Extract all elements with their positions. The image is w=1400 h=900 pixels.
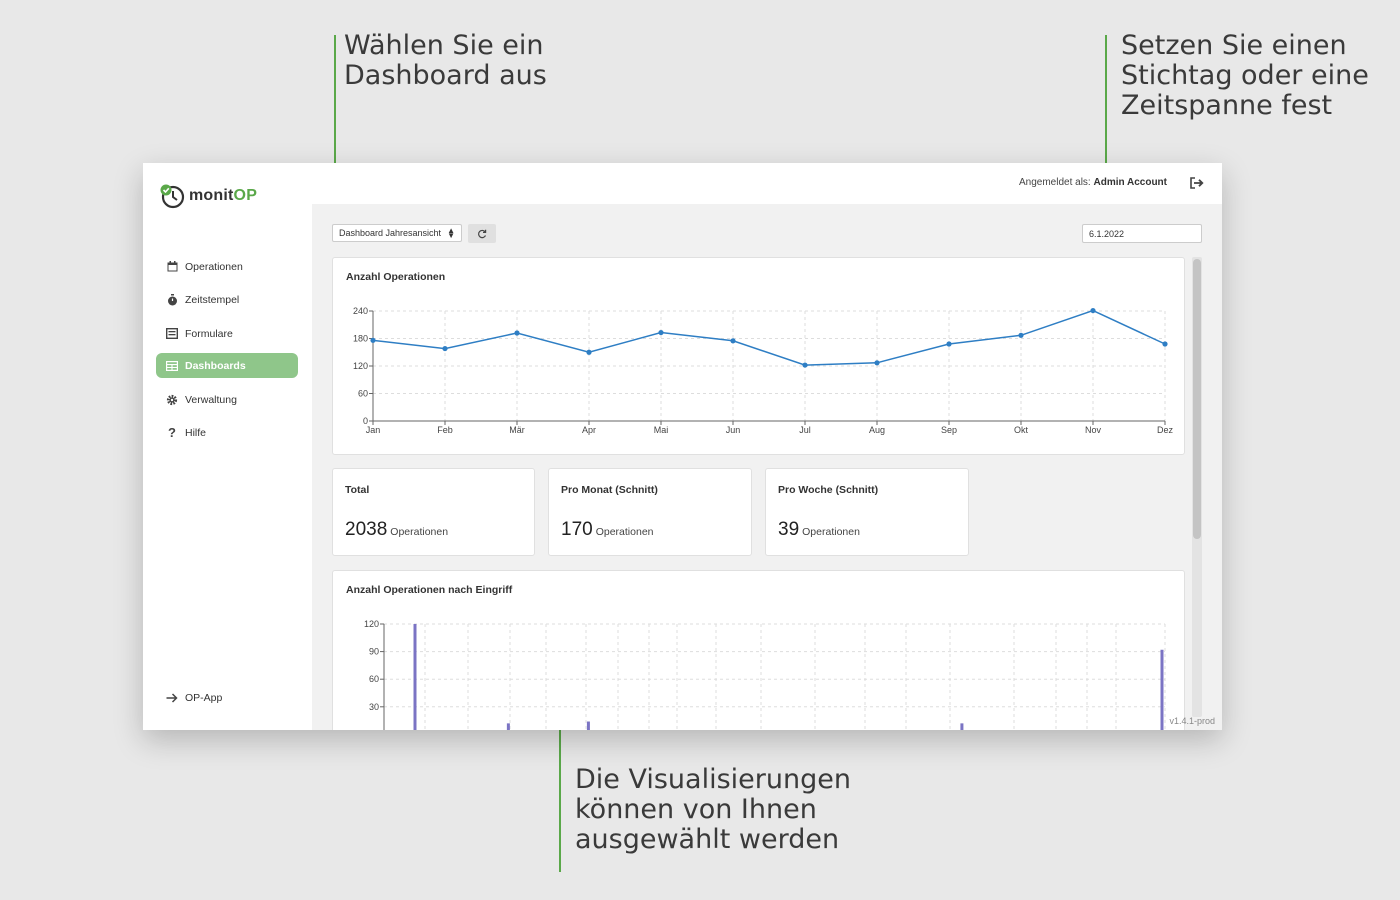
date-input[interactable]: 6.1.2022 xyxy=(1082,224,1202,243)
clock-check-icon xyxy=(160,184,185,209)
x-tick-label: Okt xyxy=(1014,425,1029,435)
table-icon xyxy=(165,359,179,373)
y-tick-label: 180 xyxy=(353,334,368,344)
bar xyxy=(506,723,510,730)
sidebar-item-label: OP-App xyxy=(185,691,223,704)
data-point xyxy=(1162,341,1168,347)
app-window: monitOP Operationen Zeitstempel Formular… xyxy=(143,163,1222,730)
stat-title: Total xyxy=(345,484,370,496)
sidebar-item-hilfe[interactable]: ? Hilfe xyxy=(156,420,298,445)
y-tick-label: 90 xyxy=(369,647,379,657)
callout-line-date xyxy=(1105,35,1107,227)
x-tick-label: Mär xyxy=(509,425,525,435)
gear-icon xyxy=(165,393,179,407)
x-tick-label: Apr xyxy=(582,425,596,435)
line-chart: 0 60 120 180 240 Jan Feb Mär Apr Mai Jun Jul Aug Sep O… xyxy=(353,306,1174,435)
date-input-value: 6.1.2022 xyxy=(1089,228,1125,239)
bar xyxy=(960,723,964,730)
logout-button[interactable] xyxy=(1190,176,1204,194)
refresh-button[interactable] xyxy=(468,224,496,243)
dashboard-select[interactable]: Dashboard Jahresansicht ▲ ▼ xyxy=(332,224,462,242)
data-point xyxy=(586,349,592,355)
stat-title: Pro Woche (Schnitt) xyxy=(778,484,879,496)
top-bar: Angemeldet als: Admin Account xyxy=(312,163,1222,204)
y-tick-label: 60 xyxy=(369,674,379,684)
form-icon xyxy=(165,327,179,341)
sidebar-item-verwaltung[interactable]: Verwaltung xyxy=(156,387,298,412)
data-point xyxy=(370,337,376,343)
chart-card-operations: Anzahl Operationen 0 60 120 180 240 Jan Feb Mär… xyxy=(332,257,1185,455)
sidebar-item-zeitstempel[interactable]: Zeitstempel xyxy=(156,287,298,312)
data-point xyxy=(874,360,880,366)
sidebar-item-operationen[interactable]: Operationen xyxy=(156,254,298,279)
data-point xyxy=(658,329,664,336)
sidebar-item-op-app[interactable]: OP-App xyxy=(156,685,298,710)
callout-date: Setzen Sie einen Stichtag oder eine Zeit… xyxy=(1121,30,1369,121)
x-tick-label: Dez xyxy=(1157,425,1174,435)
y-tick-label: 120 xyxy=(364,619,379,629)
login-info: Angemeldet als: Admin Account xyxy=(1018,177,1167,188)
refresh-icon xyxy=(478,229,487,238)
sidebar-item-label: Verwaltung xyxy=(185,393,237,406)
y-tick-label: 240 xyxy=(353,306,368,316)
dashboard-select-value: Dashboard Jahresansicht xyxy=(339,228,442,238)
stat-card-per-month: Pro Monat (Schnitt) 170 Operationen xyxy=(548,468,752,556)
stat-value: 39 Operationen xyxy=(778,519,860,540)
data-point xyxy=(442,345,448,352)
stopwatch-icon xyxy=(165,293,179,307)
data-point xyxy=(1090,307,1096,314)
chart-card-by-procedure: Anzahl Operationen nach Eingriff 30 60 90 1… xyxy=(332,570,1185,730)
chart-title: Anzahl Operationen nach Eingriff xyxy=(346,584,513,596)
data-point xyxy=(514,330,520,336)
stat-value: 2038 Operationen xyxy=(345,519,449,540)
x-tick-label: Jul xyxy=(799,425,811,435)
sidebar-item-dashboards[interactable]: Dashboards xyxy=(156,353,298,378)
sidebar-item-label: Zeitstempel xyxy=(185,293,240,306)
calendar-icon xyxy=(165,260,179,274)
stat-card-per-week: Pro Woche (Schnitt) 39 Operationen xyxy=(765,468,969,556)
bar xyxy=(1160,649,1164,730)
sidebar-item-formulare[interactable]: Formulare xyxy=(156,321,298,346)
bar xyxy=(586,721,590,730)
logo-text: monitOP xyxy=(189,187,258,204)
x-tick-label: Sep xyxy=(941,425,957,435)
sidebar-item-label: Formulare xyxy=(185,327,233,340)
sort-arrows-icon: ▲ ▼ xyxy=(447,226,455,240)
data-point xyxy=(730,338,736,344)
sidebar-item-label: Dashboards xyxy=(185,359,246,372)
bar xyxy=(413,624,417,730)
bar-chart: 30 60 90 120 xyxy=(364,619,1166,730)
x-tick-label: Jun xyxy=(726,425,741,435)
sidebar-item-label: Hilfe xyxy=(185,426,207,439)
question-icon: ? xyxy=(168,425,176,440)
sidebar: monitOP Operationen Zeitstempel Formular… xyxy=(143,163,312,730)
version-label: v1.4.1-prod xyxy=(1169,716,1215,726)
callout-line-dashboard xyxy=(334,35,336,228)
y-tick-label: 120 xyxy=(353,361,368,371)
data-point xyxy=(802,362,808,368)
data-point xyxy=(1018,332,1024,338)
stat-value: 170 Operationen xyxy=(561,519,654,540)
callout-visualizations: Die Visualisierungen können von Ihnen au… xyxy=(575,764,851,855)
user-name: Admin Account xyxy=(1093,177,1167,188)
series-line xyxy=(372,309,1166,366)
stat-card-total: Total 2038 Operationen xyxy=(332,468,535,556)
chart-title: Anzahl Operationen xyxy=(346,271,446,283)
sidebar-item-label: Operationen xyxy=(185,260,243,273)
x-tick-label: Jan xyxy=(366,425,381,435)
arrow-right-icon xyxy=(165,691,179,705)
x-tick-label: Aug xyxy=(869,425,885,435)
data-point xyxy=(946,341,952,347)
scrollbar-thumb[interactable] xyxy=(1193,259,1201,539)
y-tick-label: 0 xyxy=(363,416,368,426)
callout-dashboard-select: Wählen Sie ein Dashboard aus xyxy=(344,30,547,91)
x-tick-label: Nov xyxy=(1085,425,1102,435)
y-tick-label: 60 xyxy=(358,389,368,399)
x-tick-label: Mai xyxy=(654,425,669,435)
x-tick-label: Feb xyxy=(437,425,453,435)
y-tick-label: 30 xyxy=(369,702,379,712)
stat-title: Pro Monat (Schnitt) xyxy=(561,484,658,496)
logo[interactable]: monitOP xyxy=(159,183,257,209)
logout-icon xyxy=(1190,177,1204,189)
